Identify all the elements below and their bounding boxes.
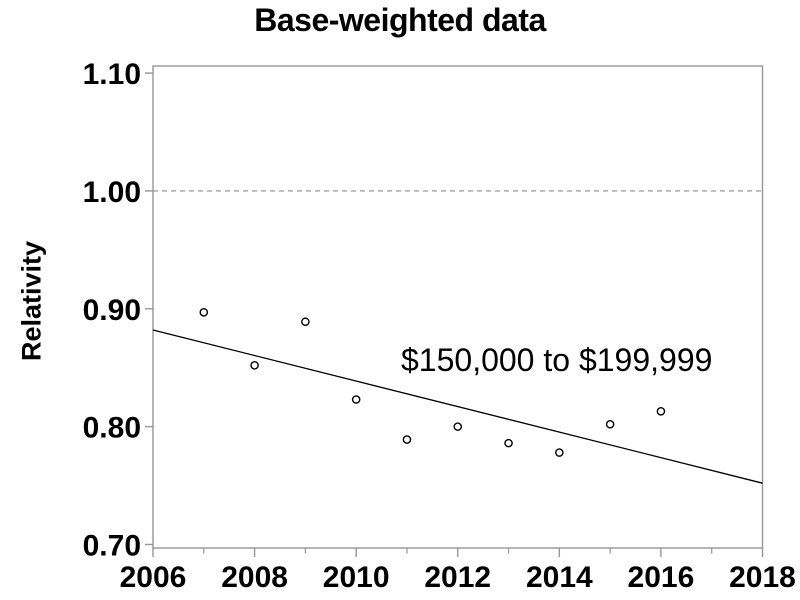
data-point xyxy=(199,308,209,317)
y-tick-label: 0.90 xyxy=(83,294,141,327)
y-tick-label: 0.70 xyxy=(83,529,141,562)
x-tick-label: 2008 xyxy=(221,561,288,594)
y-tick-label: 0.80 xyxy=(83,412,141,445)
plot-frame xyxy=(152,65,764,549)
series-annotation: $150,000 to $199,999 xyxy=(401,342,713,378)
y-tick-label: 1.10 xyxy=(83,58,141,91)
data-point xyxy=(301,317,310,327)
x-tick-label: 2016 xyxy=(628,561,695,594)
x-tick-label: 2012 xyxy=(424,561,491,594)
trend-line xyxy=(152,329,763,484)
data-point xyxy=(402,435,412,444)
x-tick-label: 2014 xyxy=(526,561,593,594)
x-tick-label: 2010 xyxy=(323,561,390,594)
data-point xyxy=(250,361,259,370)
x-tick-label: 2018 xyxy=(729,561,796,594)
data-point xyxy=(453,422,463,431)
chart-title: Base-weighted data xyxy=(254,1,546,38)
data-point xyxy=(351,395,361,404)
data-point xyxy=(605,419,615,429)
y-tick-label: 1.00 xyxy=(83,176,141,209)
data-point xyxy=(656,406,666,416)
data-point xyxy=(504,438,513,448)
data-point xyxy=(555,448,564,457)
x-tick-label: 2006 xyxy=(120,561,187,594)
